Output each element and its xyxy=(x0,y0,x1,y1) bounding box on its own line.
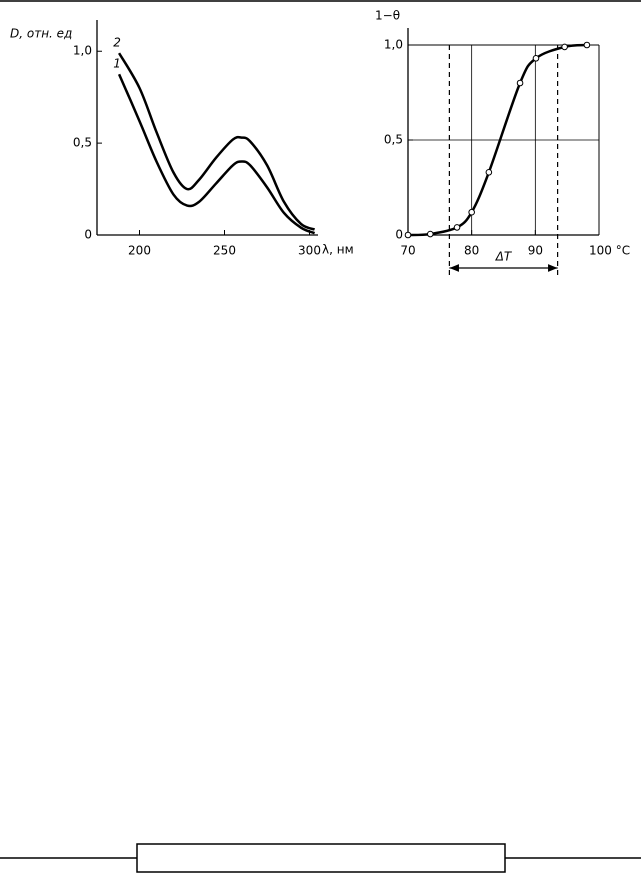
x-tick-label: 70 xyxy=(400,244,415,258)
data-point xyxy=(404,231,412,239)
y-tick-label: 0 xyxy=(395,228,403,242)
data-point xyxy=(516,79,524,87)
data-line xyxy=(117,73,316,235)
y-tick-label: 0,5 xyxy=(384,133,403,147)
y-tick-label: 0,5 xyxy=(73,136,92,150)
data-point xyxy=(468,208,475,216)
data-point xyxy=(561,43,568,51)
x-tick-label: 200 xyxy=(128,244,151,258)
x-tick-label: 100 °C xyxy=(589,244,630,258)
x-tick-label: 80 xyxy=(464,244,479,258)
curve-label: 2 xyxy=(113,36,121,50)
y-axis-label: D, отн. ед xyxy=(10,27,72,41)
x-tick-label: 250 xyxy=(213,244,236,258)
curve-label: 1 xyxy=(113,57,121,71)
x-tick-label: 300 xyxy=(298,244,321,258)
data-point xyxy=(485,169,493,176)
x-tick-label: 90 xyxy=(528,244,543,258)
annotation: ΔT xyxy=(495,250,513,264)
y-axis-label: 1−θ xyxy=(375,9,400,23)
data-point xyxy=(453,224,461,231)
data-line xyxy=(118,52,316,231)
data-point xyxy=(583,41,591,49)
y-tick-label: 1,0 xyxy=(73,44,92,58)
y-tick-label: 0 xyxy=(84,228,92,242)
x-axis-label: λ, нм xyxy=(322,243,354,257)
data-point xyxy=(532,55,540,62)
footer-box xyxy=(136,843,506,873)
data-point xyxy=(426,230,434,238)
y-tick-label: 1,0 xyxy=(384,38,403,52)
